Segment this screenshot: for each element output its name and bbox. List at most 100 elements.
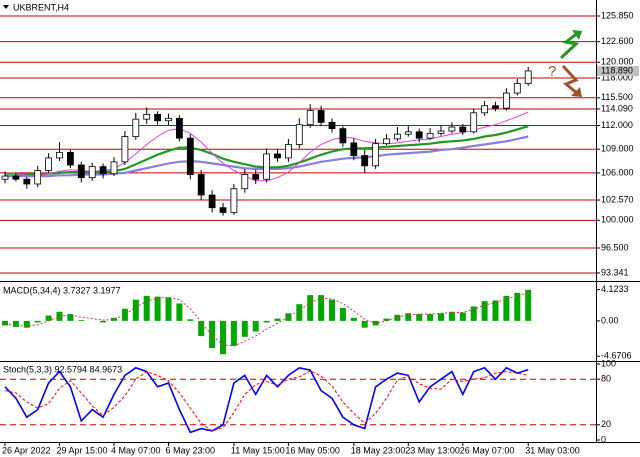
y-tick-label: 80 <box>601 374 611 384</box>
macd-bar <box>296 304 303 321</box>
y-tick-label: 115.500 <box>601 92 633 102</box>
candle-body <box>23 178 31 185</box>
macd-bar <box>12 320 19 327</box>
macd-bar <box>394 314 401 321</box>
candle-body <box>99 166 107 175</box>
macd-bar <box>230 320 237 346</box>
y-tick-label: 102.570 <box>601 194 634 204</box>
candle-body <box>481 105 489 114</box>
y-tick-label: 106.000 <box>601 167 634 177</box>
y-tick-label: 96.500 <box>601 242 629 252</box>
macd-bar <box>350 317 357 321</box>
macd-bar <box>45 315 52 321</box>
x-tick-label: 16 May 05:00 <box>285 445 340 455</box>
annotation: ? <box>548 63 556 80</box>
candle-body <box>88 166 96 179</box>
candle-body <box>197 174 205 196</box>
chart-layer: 125.850 122.600 120.000 118.000 115.500114.0… <box>0 10 639 455</box>
y-tick-label: 93.341 <box>601 267 629 277</box>
macd-bar <box>514 292 521 321</box>
macd-bar <box>34 320 41 323</box>
macd-bar <box>481 301 488 321</box>
candle-body <box>175 117 183 139</box>
macd-bar <box>285 313 292 321</box>
candle-body <box>437 130 445 134</box>
stoch-line <box>4 366 529 434</box>
chart-title: UKBRENT,H4 <box>13 2 69 12</box>
macd-bar <box>111 317 117 321</box>
stoch-line <box>4 370 529 432</box>
candle-body <box>263 153 271 180</box>
macd-bar <box>459 312 466 321</box>
macd-bar <box>121 308 128 321</box>
macd-bar <box>252 320 259 332</box>
candle-body <box>372 143 380 167</box>
candle-body <box>415 131 423 139</box>
candle-body <box>219 207 227 213</box>
macd-bar <box>318 295 325 321</box>
candle-body <box>470 112 478 133</box>
candle-body <box>524 70 532 84</box>
candle-body <box>513 83 521 94</box>
candle-body <box>165 117 172 122</box>
candle-body <box>459 126 467 133</box>
x-tick-label: 26 Apr 2022 <box>2 445 51 455</box>
candle-body <box>241 174 249 190</box>
candle-body <box>154 114 162 122</box>
macd-bar <box>241 320 248 337</box>
macd-bar <box>187 319 194 321</box>
candle-body <box>1 175 9 180</box>
candle-body <box>45 157 52 171</box>
macd-bar <box>525 289 532 321</box>
y-tick-label: 100 <box>601 358 616 368</box>
candle-body <box>502 92 510 109</box>
macd-bar <box>438 313 444 321</box>
y-tick-label: 118.000 <box>601 72 633 82</box>
candle-body <box>230 188 238 213</box>
candle-body <box>252 174 260 180</box>
candle-body <box>383 138 390 145</box>
macd-bar <box>405 313 412 321</box>
x-tick-label: 29 Apr 15:00 <box>57 445 108 455</box>
x-tick-label: 4 May 07:00 <box>111 445 161 455</box>
candle-body <box>132 118 140 137</box>
candle-body <box>121 136 129 163</box>
y-tick-label: 122.600 <box>601 36 634 46</box>
signal-line <box>4 292 529 347</box>
macd-bar <box>67 314 74 321</box>
macd-bar <box>100 320 107 323</box>
x-tick-label: 23 May 13:00 <box>405 445 460 455</box>
macd-bar <box>448 311 455 321</box>
macd-bar <box>492 300 499 321</box>
candle-body <box>208 194 216 209</box>
x-tick-label: 6 May 23:00 <box>166 445 216 455</box>
macd-bar <box>274 318 281 321</box>
macd-bar <box>78 320 85 321</box>
macd-bar <box>383 318 390 321</box>
candle-body <box>186 137 194 175</box>
x-tick-label: 26 May 07:00 <box>460 445 515 455</box>
candle-body <box>393 133 401 140</box>
candle-body <box>306 110 314 126</box>
macd-bar <box>165 297 172 321</box>
candle-body <box>284 144 292 159</box>
down-arrow <box>561 64 579 96</box>
macd-bar <box>427 314 434 321</box>
macd-bar <box>176 303 183 321</box>
macd-bar <box>470 306 477 321</box>
macd-bar <box>143 295 150 321</box>
macd-bar <box>307 295 314 321</box>
macd-bar <box>503 295 510 321</box>
macd-bar <box>220 320 226 355</box>
candle-body <box>77 164 85 179</box>
macd-bar <box>416 314 423 321</box>
candle-body <box>67 151 74 166</box>
candle-body <box>404 131 412 135</box>
symbol-menu-triangle <box>3 5 9 9</box>
y-tick-label: 112.000 <box>601 120 633 130</box>
candle-body <box>317 110 325 123</box>
macd-bar <box>132 299 139 321</box>
candle-body <box>143 114 151 120</box>
